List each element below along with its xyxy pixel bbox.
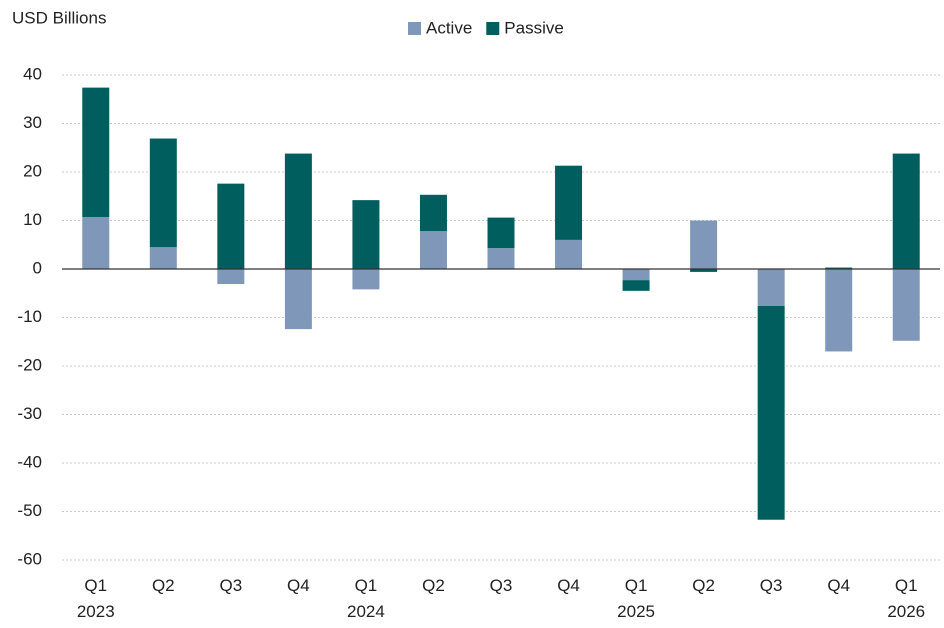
legend-swatch xyxy=(486,22,500,35)
bar-segment xyxy=(149,247,177,269)
x-tick-label: Q4 xyxy=(827,576,850,595)
bar-segment xyxy=(82,217,110,269)
y-tick-label: 30 xyxy=(23,113,42,132)
x-tick-label: Q2 xyxy=(692,576,715,595)
bar-segment xyxy=(757,269,785,306)
x-tick-label: Q4 xyxy=(557,576,580,595)
y-tick-label: -60 xyxy=(17,549,42,568)
y-tick-label: -30 xyxy=(17,404,42,423)
bar-segment xyxy=(217,269,245,285)
bar-segment xyxy=(555,239,583,269)
bar-segment xyxy=(690,269,718,272)
x-tick-label: Q1 2024 xyxy=(347,576,385,621)
x-tick-label: Q3 xyxy=(490,576,513,595)
legend-label: Active xyxy=(426,18,472,37)
y-tick-label: 0 xyxy=(33,258,42,277)
bar-segment xyxy=(825,269,853,352)
x-tick-label: Q3 xyxy=(760,576,783,595)
bar-segment xyxy=(892,153,920,269)
y-tick-label: -20 xyxy=(17,355,42,374)
bar-segment xyxy=(419,194,447,232)
bar-segment xyxy=(149,138,177,248)
legend-swatch xyxy=(408,22,421,35)
y-tick-label: 20 xyxy=(23,161,42,180)
x-tick-label: Q1 2026 xyxy=(887,576,925,621)
x-tick-label: Q1 2025 xyxy=(617,576,655,621)
bar-segment xyxy=(419,231,447,269)
bar-segment xyxy=(82,87,110,218)
legend-label: Passive xyxy=(504,18,564,37)
x-tick-label: Q2 xyxy=(152,576,175,595)
y-tick-label: -50 xyxy=(17,501,42,520)
bar-segment xyxy=(284,153,312,269)
bar-segment xyxy=(217,183,245,269)
x-tick-label: Q2 xyxy=(422,576,445,595)
bar-segment xyxy=(622,280,650,291)
bar-segment xyxy=(487,248,515,269)
y-axis-label: USD Billions xyxy=(12,8,106,27)
bar-segment xyxy=(892,269,920,341)
y-tick-label: 10 xyxy=(23,210,42,229)
x-tick-label: Q3 xyxy=(220,576,243,595)
bar-segment xyxy=(690,220,718,269)
bar-segment xyxy=(825,267,853,269)
bar-segment xyxy=(487,217,515,249)
bar-segment xyxy=(352,269,380,290)
bar-segment xyxy=(352,200,380,269)
bar-segment xyxy=(622,269,650,281)
y-tick-label: -10 xyxy=(17,307,42,326)
bar-segment xyxy=(284,269,312,330)
x-tick-label: Q4 xyxy=(287,576,310,595)
bar-segment xyxy=(555,165,583,240)
y-tick-label: 40 xyxy=(23,64,42,83)
y-tick-label: -40 xyxy=(17,452,42,471)
bar-segment xyxy=(757,305,785,520)
x-tick-label: Q1 2023 xyxy=(77,576,115,621)
